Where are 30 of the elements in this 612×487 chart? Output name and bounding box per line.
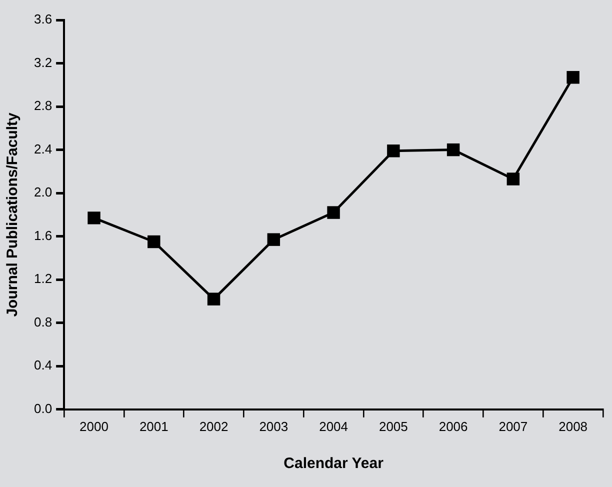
point	[566, 70, 580, 84]
y-tick-label: 3.6	[34, 12, 52, 27]
point	[446, 143, 460, 156]
y-tick-label: 3.2	[34, 54, 52, 70]
point	[387, 144, 400, 158]
x-tick-label: 2005	[378, 418, 408, 434]
point	[327, 206, 340, 219]
x-tick-label: 2006	[438, 418, 468, 434]
point	[88, 212, 100, 224]
y-tick-label: 0.8	[34, 314, 52, 330]
y-tick-label: 0.0	[34, 400, 52, 416]
point	[148, 235, 160, 248]
x-tick-label: 2007	[498, 418, 528, 434]
y-tick-label: 2.4	[34, 141, 52, 156]
y-tick-label: 1.2	[34, 271, 52, 286]
x-axis-title: Calendar Year	[284, 455, 384, 472]
x-tick-label: 2008	[558, 418, 588, 434]
x-tick-label: 2003	[259, 418, 288, 434]
y-tick-label: 2.8	[34, 98, 52, 114]
point	[506, 172, 520, 186]
x-tick-label: 2002	[199, 418, 228, 434]
y-tick-label: 0.4	[34, 358, 52, 373]
point	[207, 292, 220, 306]
y-tick-label: 2.0	[34, 184, 52, 200]
x-tick-label: 2000	[80, 418, 108, 434]
point	[267, 233, 280, 246]
x-tick-label: 2004	[319, 418, 348, 434]
x-tick-label: 2001	[139, 418, 168, 434]
y-axis-title: Journal Publications/Faculty	[4, 112, 22, 317]
y-tick-label: 1.6	[34, 228, 52, 243]
